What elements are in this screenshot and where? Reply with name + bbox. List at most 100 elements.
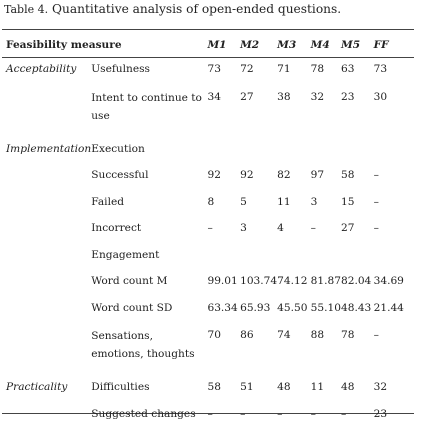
row-item: Intent to continue to use bbox=[91, 83, 207, 136]
cell-value: – bbox=[240, 401, 277, 427]
row-item: Successful bbox=[91, 162, 207, 189]
cell-value: – bbox=[341, 401, 374, 427]
cell-value: 32 bbox=[374, 374, 414, 401]
header-m2: M2 bbox=[240, 33, 277, 56]
cell-value: 63 bbox=[341, 56, 374, 83]
row-category bbox=[2, 215, 91, 242]
header-m5: M5 bbox=[341, 33, 374, 56]
header-m4: M4 bbox=[311, 33, 341, 56]
cell-value: 23 bbox=[341, 83, 374, 136]
cell-value: 97 bbox=[311, 162, 341, 189]
header-row: Feasibility measure M1 M2 M3 M4 M5 FF bbox=[2, 33, 414, 56]
cell-value bbox=[240, 136, 277, 163]
row-category bbox=[2, 162, 91, 189]
row-category bbox=[2, 401, 91, 427]
cell-value: 70 bbox=[207, 321, 240, 374]
cell-value: 63.34 bbox=[207, 295, 240, 322]
row-category bbox=[2, 242, 91, 269]
cell-value: 78 bbox=[311, 56, 341, 83]
data-table: Feasibility measure M1 M2 M3 M4 M5 FF Ac… bbox=[2, 33, 414, 427]
cell-value bbox=[374, 136, 414, 163]
cell-value: 88 bbox=[311, 321, 341, 374]
cell-value: 92 bbox=[240, 162, 277, 189]
cell-value: – bbox=[374, 321, 414, 374]
cell-value: 15 bbox=[341, 189, 374, 216]
table-row: Engagement bbox=[2, 242, 414, 269]
cell-value: 86 bbox=[240, 321, 277, 374]
cell-value bbox=[374, 242, 414, 269]
row-category bbox=[2, 189, 91, 216]
row-category: Practicality bbox=[2, 374, 91, 401]
row-item: Sensations, emotions, thoughts bbox=[91, 321, 207, 374]
cell-value bbox=[277, 136, 310, 163]
cell-value: 51 bbox=[240, 374, 277, 401]
cell-value: 58 bbox=[207, 374, 240, 401]
row-category: Implementation bbox=[2, 136, 91, 163]
cell-value: 103.74 bbox=[240, 268, 277, 295]
cell-value: – bbox=[374, 162, 414, 189]
cell-value: 48 bbox=[341, 374, 374, 401]
header-m1: M1 bbox=[207, 33, 240, 56]
cell-value: 72 bbox=[240, 56, 277, 83]
row-category bbox=[2, 268, 91, 295]
cell-value: 78 bbox=[341, 321, 374, 374]
cell-value: 4 bbox=[277, 215, 310, 242]
cell-value: 73 bbox=[207, 56, 240, 83]
row-item: Suggested changes bbox=[91, 401, 207, 427]
cell-value: 27 bbox=[240, 83, 277, 136]
cell-value: 74.12 bbox=[277, 268, 310, 295]
cell-value: 65.93 bbox=[240, 295, 277, 322]
row-item: Engagement bbox=[91, 242, 207, 269]
cell-value bbox=[341, 242, 374, 269]
cell-value: – bbox=[311, 401, 341, 427]
table-caption: Table 4. Quantitative analysis of open-e… bbox=[4, 1, 341, 18]
cell-value: 32 bbox=[311, 83, 341, 136]
cell-value: – bbox=[374, 189, 414, 216]
row-category: Acceptability bbox=[2, 56, 91, 83]
cell-value: 45.50 bbox=[277, 295, 310, 322]
table-caption-text: Quantitative analysis of open-ended ques… bbox=[52, 2, 341, 16]
cell-value: 21.44 bbox=[374, 295, 414, 322]
cell-value: 55.10 bbox=[311, 295, 341, 322]
cell-value bbox=[341, 136, 374, 163]
cell-value: – bbox=[207, 401, 240, 427]
row-category bbox=[2, 83, 91, 136]
cell-value bbox=[311, 136, 341, 163]
cell-value: 5 bbox=[240, 189, 277, 216]
cell-value: 71 bbox=[277, 56, 310, 83]
cell-value: 23 bbox=[374, 401, 414, 427]
row-item: Usefulness bbox=[91, 56, 207, 83]
cell-value: – bbox=[207, 215, 240, 242]
row-category bbox=[2, 321, 91, 374]
cell-value: 30 bbox=[374, 83, 414, 136]
cell-value: 38 bbox=[277, 83, 310, 136]
cell-value: 74 bbox=[277, 321, 310, 374]
cell-value: 48.43 bbox=[341, 295, 374, 322]
cell-value: – bbox=[374, 215, 414, 242]
cell-value: 82 bbox=[277, 162, 310, 189]
cell-value: 34.69 bbox=[374, 268, 414, 295]
cell-value: 27 bbox=[341, 215, 374, 242]
cell-value bbox=[207, 136, 240, 163]
row-category bbox=[2, 295, 91, 322]
table-row: Suggested changes–––––23 bbox=[2, 401, 414, 427]
cell-value: 73 bbox=[374, 56, 414, 83]
cell-value bbox=[277, 242, 310, 269]
cell-value: 48 bbox=[277, 374, 310, 401]
cell-value: 3 bbox=[240, 215, 277, 242]
header-m3: M3 bbox=[277, 33, 310, 56]
cell-value: 11 bbox=[311, 374, 341, 401]
cell-value: 34 bbox=[207, 83, 240, 136]
row-item: Word count M bbox=[91, 268, 207, 295]
row-item: Word count SD bbox=[91, 295, 207, 322]
table-caption-label: Table 4. bbox=[4, 3, 48, 16]
